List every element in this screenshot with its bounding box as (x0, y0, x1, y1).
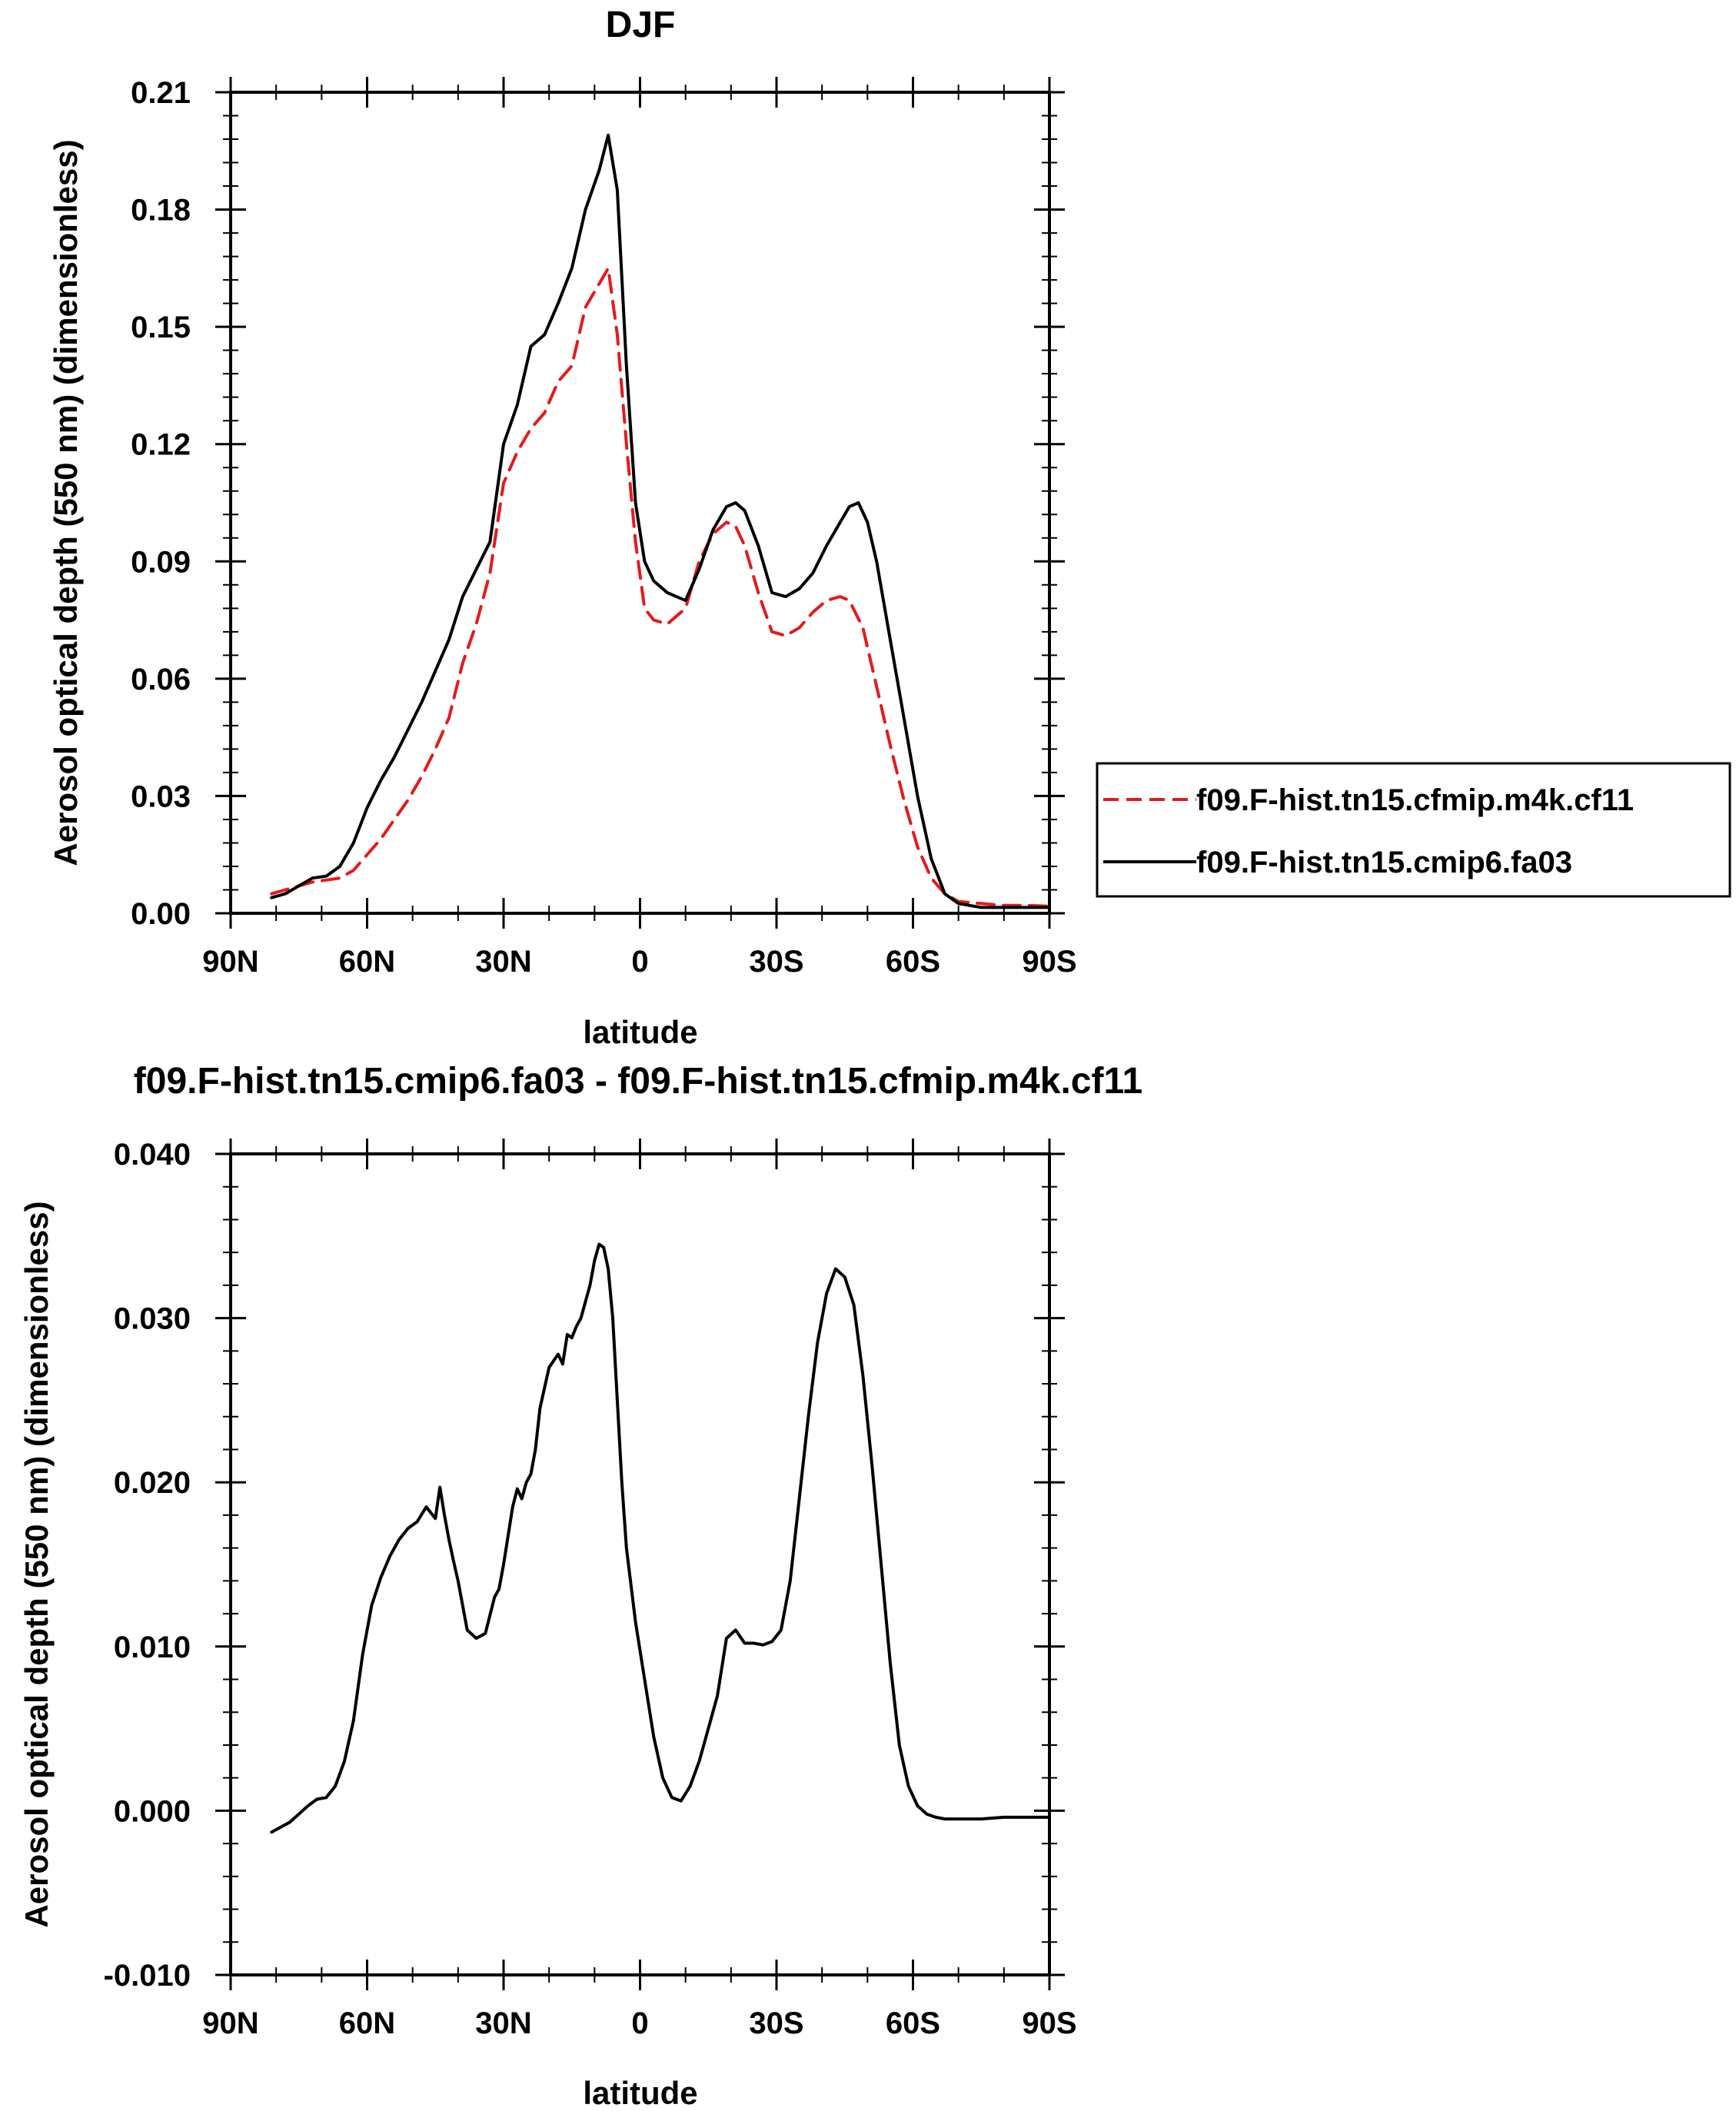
x-tick-label: 90S (1022, 2006, 1076, 2040)
y-tick-label: 0.12 (131, 428, 191, 462)
y-tick-label: 0.15 (131, 311, 191, 344)
x-tick-label: 90N (202, 945, 258, 979)
series-line-0 (270, 266, 1051, 908)
y-axis-label: Aerosol optical depth (550 nm) (dimensio… (18, 1201, 55, 1927)
x-tick-label: 90N (202, 2006, 258, 2040)
x-tick-label: 30N (475, 2006, 531, 2040)
y-tick-label: 0.18 (131, 194, 191, 228)
legend-label-cfmip: f09.F-hist.tn15.cfmip.m4k.cf11 (1196, 783, 1634, 817)
x-tick-label: 60S (886, 945, 940, 979)
axis-ticks: 90N 60N 30N 0 30S 60S 90S -0.010 0.000 0.010 0.020… (104, 1138, 1077, 2040)
x-axis-label: latitude (583, 1014, 697, 1050)
y-tick-label: 0.06 (131, 663, 191, 696)
x-tick-label: 0 (631, 2006, 648, 2040)
panel-difference: f09.F-hist.tn15.cmip6.fa03 - f09.F-hist.… (18, 1061, 1142, 2111)
legend-box (1096, 762, 1731, 898)
plot-title: f09.F-hist.tn15.cmip6.fa03 - f09.F-hist.… (134, 1061, 1142, 1102)
x-tick-label: 60N (339, 945, 395, 979)
y-tick-label: 0.010 (114, 1631, 191, 1664)
y-tick-label: 0.030 (114, 1302, 191, 1336)
x-tick-label: 30S (749, 945, 803, 979)
x-tick-label: 30N (475, 945, 531, 979)
y-tick-label: 0.03 (131, 780, 191, 813)
series-line-0 (270, 1242, 1051, 1834)
y-tick-label: 0.00 (131, 897, 191, 931)
plot-frame (229, 1152, 1051, 1976)
y-tick-label: 0.020 (114, 1466, 191, 1500)
series-layer (270, 1242, 1051, 1834)
x-tick-label: 0 (631, 945, 648, 979)
legend: f09.F-hist.tn15.cfmip.m4k.cf11 f09.F-his… (1096, 762, 1731, 898)
y-tick-label: 0.040 (114, 1138, 191, 1172)
y-tick-label: -0.010 (104, 1959, 191, 1993)
series-layer (270, 133, 1051, 909)
y-tick-label: 0.09 (131, 545, 191, 579)
plot-title: DJF (606, 5, 676, 45)
panel-djf: DJF Aerosol optical depth (550 nm) (dime… (48, 5, 1731, 1050)
plot-frame (229, 91, 1051, 915)
x-tick-label: 60S (886, 2006, 940, 2040)
x-tick-label: 90S (1022, 945, 1076, 979)
y-axis-label: Aerosol optical depth (550 nm) (dimensio… (48, 139, 84, 866)
x-tick-label: 60N (339, 2006, 395, 2040)
y-tick-label: 0.21 (131, 76, 191, 110)
x-tick-label: 30S (749, 2006, 803, 2040)
y-tick-label: 0.000 (114, 1794, 191, 1828)
x-axis-label: latitude (583, 2075, 697, 2111)
series-line-1 (270, 133, 1051, 909)
axis-ticks: 90N 60N 30N 0 30S 60S 90S 0.00 0.03 0.06 0.09 0.12 0… (131, 76, 1076, 979)
legend-label-cmip6: f09.F-hist.tn15.cmip6.fa03 (1196, 846, 1572, 879)
